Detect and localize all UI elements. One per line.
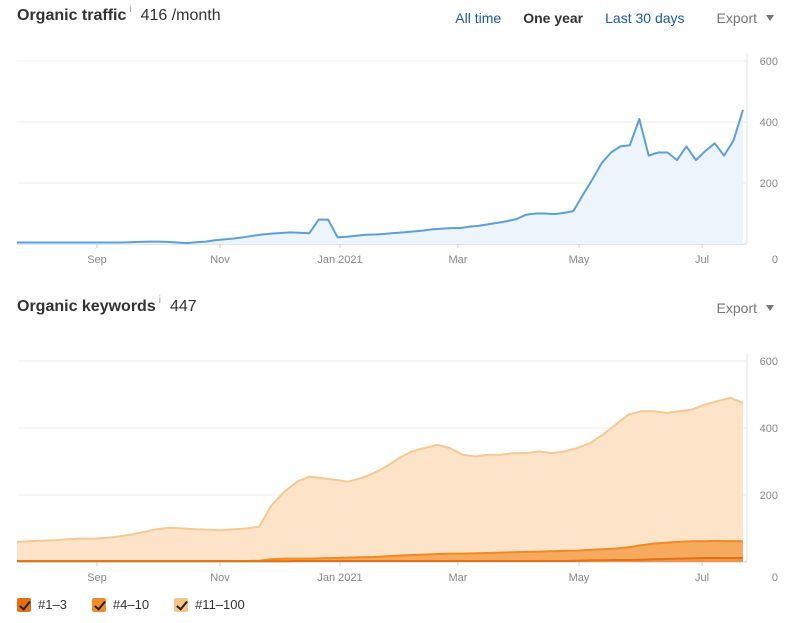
- traffic-header: Organic traffic i 416 /month: [17, 4, 221, 29]
- range-one-year[interactable]: One year: [523, 10, 584, 26]
- keywords-y-tick-label: 400: [760, 423, 778, 435]
- caret-down-icon: [766, 305, 774, 311]
- keywords-title: Organic keywords: [17, 298, 156, 315]
- traffic-area: [17, 109, 743, 244]
- keywords-header: Organic keywords i 447: [17, 295, 197, 320]
- keywords-y-tick-label: 0: [772, 572, 778, 584]
- keywords-x-tick-label: Jan 2021: [317, 572, 362, 584]
- keywords-toolbar: Export: [685, 300, 774, 316]
- traffic-y-tick-label: 200: [760, 178, 778, 190]
- keywords-export-label: Export: [716, 300, 757, 316]
- keywords-info-icon[interactable]: i: [158, 295, 161, 306]
- keywords-value: 447: [169, 298, 197, 315]
- legend-checkbox[interactable]: [174, 597, 189, 612]
- keywords-y-tick-label: 200: [760, 490, 778, 502]
- traffic-value: 416 /month: [140, 7, 221, 24]
- traffic-x-tick-label: Jul: [695, 254, 709, 266]
- keywords-x-tick-label: Mar: [449, 572, 468, 584]
- traffic-chart: 600 400 200 0 Sep Nov Jan 2021 Mar May Jul: [17, 53, 778, 266]
- traffic-x-tick-label: Nov: [210, 254, 230, 266]
- traffic-title: Organic traffic: [17, 7, 127, 24]
- legend-label: #1–3: [38, 597, 67, 612]
- legend-checkbox[interactable]: [17, 597, 31, 612]
- organic-traffic-panel: Organic traffic i 416 /month All time On…: [0, 0, 801, 280]
- keywords-line-11-100: [16, 396, 744, 543]
- range-all-time[interactable]: All time: [455, 10, 502, 26]
- legend-item[interactable]: #1–3: [17, 597, 67, 612]
- traffic-y-tick-label: 400: [760, 117, 778, 129]
- traffic-x-tick-label: Jan 2021: [317, 254, 362, 266]
- legend-label: #11–100: [195, 597, 245, 612]
- keywords-x-tick-label: Jul: [695, 572, 709, 584]
- organic-keywords-panel: Organic keywords i 447 Export 600 400 200 0…: [0, 290, 801, 623]
- traffic-y-tick-label: 0: [772, 254, 778, 266]
- keywords-export-button[interactable]: Export: [717, 300, 774, 316]
- traffic-x-tick-label: Mar: [449, 254, 468, 266]
- caret-down-icon: [766, 15, 774, 21]
- traffic-x-tick-label: Sep: [87, 254, 107, 266]
- traffic-export-label: Export: [716, 10, 757, 26]
- keywords-x-tick-label: Sep: [87, 572, 107, 584]
- keywords-chart: 600 400 200 0 Sep Nov Jan 2021 Mar May Jul: [16, 353, 778, 584]
- traffic-export-button[interactable]: Export: [717, 10, 774, 26]
- traffic-x-tick-label: May: [569, 254, 590, 266]
- keywords-y-tick-label: 600: [760, 356, 778, 368]
- legend-item[interactable]: #4–10: [91, 597, 150, 612]
- keywords-x-tick-label: Nov: [210, 572, 230, 584]
- traffic-toolbar: All time One year Last 30 days Export: [433, 10, 774, 26]
- keywords-line-1-3: [17, 557, 743, 563]
- traffic-info-icon[interactable]: i: [129, 4, 132, 15]
- legend-item[interactable]: #11–100: [174, 597, 245, 612]
- range-last-30-days[interactable]: Last 30 days: [605, 10, 685, 26]
- keywords-legend: #1–3 #4–10 #11–100: [17, 597, 270, 612]
- traffic-line: [17, 109, 744, 245]
- legend-checkbox[interactable]: [91, 597, 106, 612]
- traffic-y-tick-label: 600: [760, 56, 778, 68]
- keywords-area-11-100: [17, 397, 743, 562]
- legend-label: #4–10: [112, 597, 150, 612]
- keywords-x-tick-label: May: [569, 572, 590, 584]
- keywords-area-4-10: [17, 540, 743, 562]
